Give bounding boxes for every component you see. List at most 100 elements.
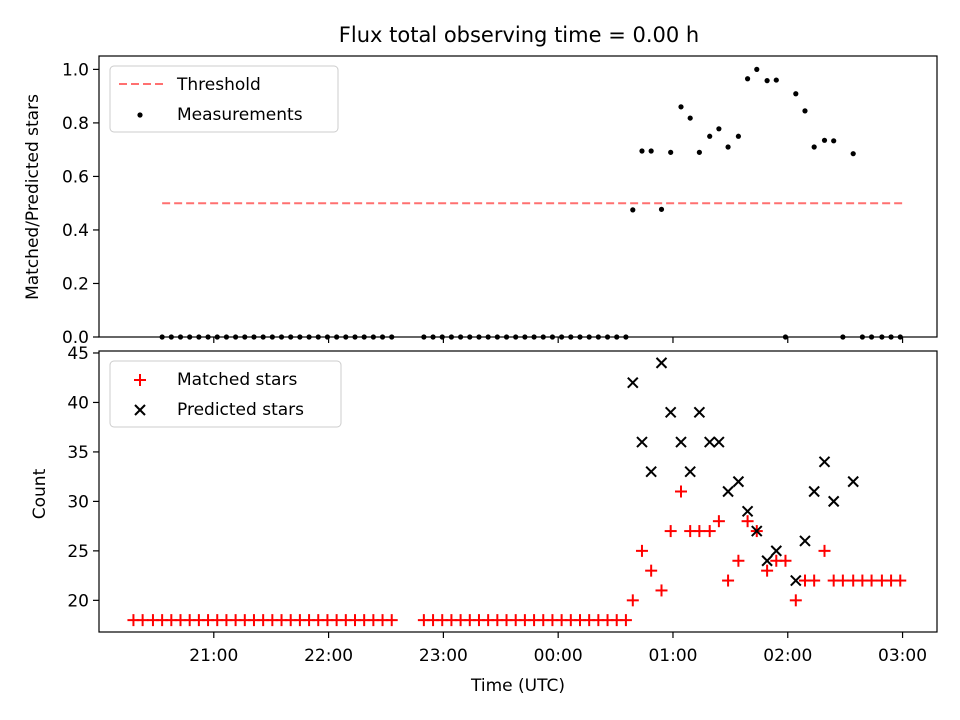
y-tick-label: 0.8 <box>62 114 89 134</box>
predicted-star-point <box>645 466 657 478</box>
predicted-star-point <box>751 525 763 537</box>
x-tick-label: 22:00 <box>304 646 353 666</box>
measurement-point <box>764 78 770 84</box>
x-tick-label: 21:00 <box>189 646 238 666</box>
matched-legend-label: Matched stars <box>177 370 297 390</box>
predicted-star-point <box>799 535 811 547</box>
x-axis-label: Time (UTC) <box>470 676 565 696</box>
y-tick-label: 0.2 <box>62 274 89 294</box>
y-tick-label: 25 <box>67 542 89 562</box>
count-legend: Matched stars Predicted stars <box>109 360 342 428</box>
chart-title: Flux total observing time = 0.00 h <box>339 23 699 47</box>
y-tick-label: 30 <box>67 492 89 512</box>
predicted-star-point <box>808 485 820 498</box>
y-tick-label: 0.6 <box>62 167 89 187</box>
x-tick-label: 00:00 <box>534 646 583 666</box>
count-y-axis-label: Count <box>30 468 50 519</box>
matched-star-point <box>693 525 706 538</box>
matched-star-point <box>385 614 398 627</box>
matched-star-point <box>732 554 745 567</box>
measurement-point <box>630 207 636 213</box>
x-tick-label: 03:00 <box>878 646 927 666</box>
predicted-star-point <box>684 466 696 478</box>
measurement-point <box>831 138 837 144</box>
predicted-star-point <box>722 485 734 498</box>
matched-star-point <box>808 574 821 587</box>
measurement-point <box>850 151 856 157</box>
predicted-star-point <box>770 545 782 557</box>
y-tick-label: 40 <box>67 393 89 413</box>
ratio-legend-box <box>109 65 339 133</box>
measurement-point <box>696 149 702 155</box>
predicted-star-point <box>636 436 648 448</box>
matched-star-point <box>722 574 735 587</box>
matched-star-point <box>675 485 688 498</box>
measurement-point <box>744 76 751 82</box>
matched-star-point <box>635 544 648 557</box>
ratio-plot-frame <box>98 55 938 338</box>
matched-star-point <box>645 564 658 577</box>
measurement-point <box>725 144 731 150</box>
matched-star-point <box>664 525 677 538</box>
measurement-point <box>716 126 722 132</box>
matched-star-point <box>779 554 792 567</box>
ratio-legend: Threshold Measurements <box>109 65 339 133</box>
count-panel: 20 25 30 35 40 45 21:00 22:00 23:00 00:00 01:00 02… <box>30 344 938 696</box>
predicted-star-point <box>703 436 716 448</box>
matched-star-point <box>712 515 725 528</box>
count-plot-frame <box>98 350 938 633</box>
predicted-star-point <box>761 555 773 567</box>
predicted-star-point <box>827 495 840 508</box>
ratio-y-axis-label: Matched/Predicted stars <box>23 94 43 300</box>
matched-star-point <box>836 574 849 587</box>
predicted-star-point <box>627 376 639 389</box>
measurement-point <box>802 108 808 114</box>
ratio-panel: 0.0 0.2 0.4 0.6 0.8 1.0 Matched/Predicted sta… <box>23 55 938 348</box>
x-tick-label: 01:00 <box>648 646 697 666</box>
count-legend-box <box>109 360 342 428</box>
measurement-point <box>754 66 760 72</box>
measurement-point <box>821 137 828 143</box>
y-tick-label: 0.0 <box>62 328 89 348</box>
x-tick-label: 02:00 <box>763 646 812 666</box>
measurement-point <box>678 104 684 110</box>
y-tick-label: 20 <box>67 591 89 611</box>
predicted-star-point <box>664 406 677 419</box>
measurement-point <box>773 77 779 83</box>
measurements-legend-label: Measurements <box>177 105 303 125</box>
y-tick-label: 45 <box>67 344 89 364</box>
predicted-star-point <box>732 475 745 488</box>
measurements-legend-swatch <box>137 112 143 118</box>
measurement-point <box>668 149 674 155</box>
measurement-point <box>811 144 817 150</box>
matched-star-point <box>136 614 149 627</box>
y-tick-label: 0.4 <box>62 221 89 241</box>
matched-star-point <box>761 564 774 577</box>
predicted-star-point <box>818 456 831 468</box>
predicted-star-point <box>713 436 725 448</box>
predicted-star-point <box>675 436 687 448</box>
matched-legend-swatch <box>134 374 146 386</box>
measurement-point <box>707 133 713 139</box>
predicted-legend-swatch <box>134 404 146 416</box>
measurement-point <box>735 133 742 139</box>
threshold-legend-label: Threshold <box>176 75 261 95</box>
predicted-star-point <box>847 475 859 488</box>
predicted-star-point <box>693 406 706 419</box>
matched-star-point <box>865 574 878 587</box>
matched-star-point <box>703 525 716 538</box>
matched-star-point <box>655 584 668 597</box>
matched-star-point <box>894 574 907 587</box>
predicted-star-point <box>655 357 668 369</box>
measurement-point <box>639 148 645 154</box>
matched-star-point <box>789 594 802 607</box>
matched-star-point <box>626 594 639 607</box>
predicted-star-point <box>790 574 802 587</box>
measurement-point <box>648 148 654 154</box>
predicted-legend-label: Predicted stars <box>177 400 304 420</box>
matched-star-point <box>818 544 831 557</box>
y-tick-label: 35 <box>67 443 89 463</box>
x-tick-label: 23:00 <box>419 646 468 666</box>
matched-star-point <box>619 614 632 627</box>
